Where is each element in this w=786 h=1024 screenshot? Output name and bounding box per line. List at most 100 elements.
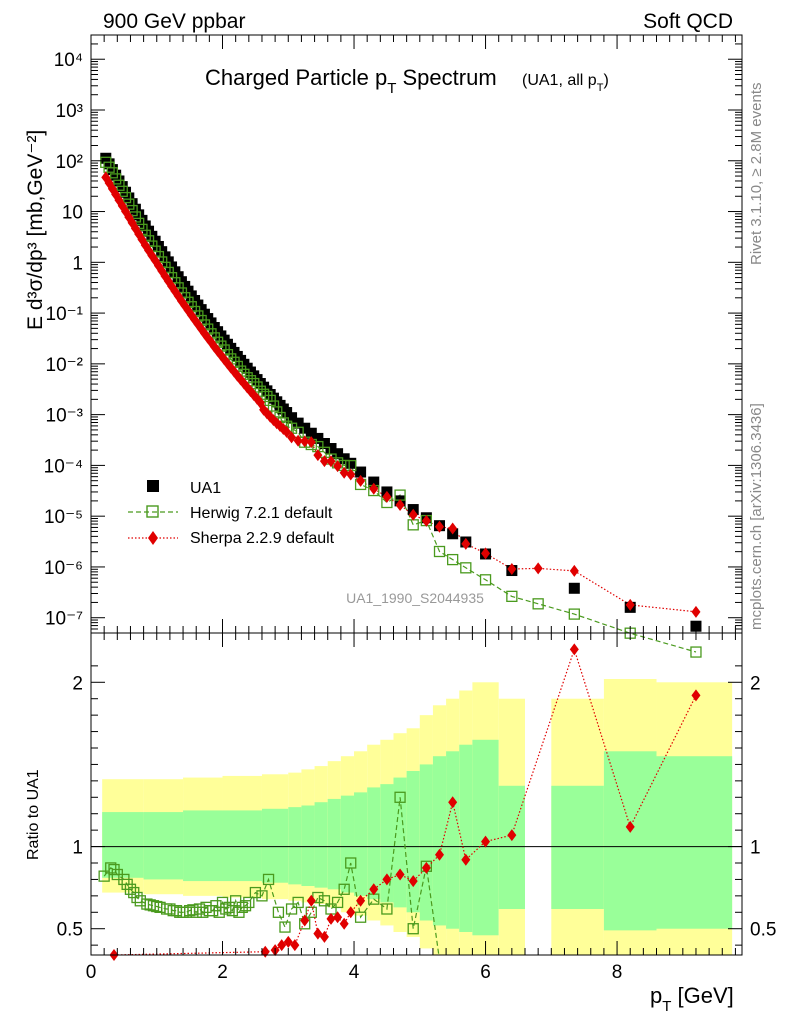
band-1sigma bbox=[498, 785, 525, 909]
y-tick-label: 10⁴ bbox=[54, 50, 83, 71]
ua1-point bbox=[305, 427, 317, 439]
herwig-ratio-point bbox=[105, 862, 117, 874]
herwig-ratio-point bbox=[345, 857, 357, 869]
ratio-y-tick-label-right: 0.5 bbox=[750, 920, 776, 941]
sherpa-ratio-point bbox=[313, 927, 323, 940]
chart-subtitle: (UA1, all pT) bbox=[522, 72, 609, 94]
herwig-ratio-point bbox=[285, 903, 298, 915]
herwig-point bbox=[110, 173, 122, 185]
herwig-ratio-point bbox=[305, 906, 317, 918]
x-tick-label: 4 bbox=[349, 962, 360, 983]
herwig-point bbox=[251, 381, 263, 393]
sherpa-ratio-point bbox=[395, 868, 405, 881]
herwig-ratio-point bbox=[338, 883, 350, 895]
sherpa-point bbox=[306, 436, 316, 449]
herwig-ratio-point bbox=[220, 903, 232, 915]
band-1sigma bbox=[380, 784, 394, 903]
sherpa-point bbox=[287, 431, 297, 444]
herwig-ratio-point bbox=[381, 903, 393, 915]
herwig-point bbox=[460, 562, 472, 574]
sherpa-ratio-point bbox=[448, 796, 458, 809]
sherpa-point bbox=[481, 547, 491, 560]
ua1-point bbox=[355, 466, 367, 478]
sherpa-point bbox=[369, 482, 379, 495]
legend-herwig-marker bbox=[146, 505, 159, 518]
chart-title: Charged Particle pT Spectrum bbox=[205, 65, 497, 97]
ua1-point bbox=[129, 203, 141, 215]
ua1-point bbox=[113, 175, 125, 187]
ua1-point bbox=[368, 476, 380, 488]
y-tick-label: 10⁻⁵ bbox=[44, 507, 83, 528]
ua1-point bbox=[292, 417, 304, 429]
band-1sigma bbox=[603, 751, 657, 931]
ua1-point bbox=[312, 432, 324, 444]
y-tick-label: 10² bbox=[56, 152, 83, 173]
sherpa-ratio-point bbox=[306, 894, 316, 907]
sherpa-point bbox=[382, 490, 392, 503]
sherpa-ratio-point bbox=[507, 829, 517, 842]
y-tick-label: 1 bbox=[72, 253, 83, 274]
herwig-ratio-point bbox=[124, 883, 137, 895]
y-tick-label: 10⁻³ bbox=[46, 406, 84, 427]
band-1sigma bbox=[327, 798, 341, 890]
sherpa-ratio-point bbox=[356, 894, 366, 907]
uncertainty-bands bbox=[102, 679, 733, 955]
legend-ua1-label: UA1 bbox=[190, 480, 221, 497]
sherpa-point bbox=[333, 460, 343, 473]
herwig-point bbox=[690, 646, 702, 658]
band-1sigma bbox=[301, 805, 315, 886]
sherpa-point bbox=[625, 598, 635, 611]
band-1sigma bbox=[406, 771, 420, 913]
herwig-point bbox=[264, 394, 276, 407]
ua1-point bbox=[123, 192, 135, 204]
sherpa-ratio-point bbox=[382, 873, 392, 886]
legend: UA1 Herwig 7.2.1 default Sherpa 2.2.9 de… bbox=[128, 480, 335, 547]
main-panel: 10⁴ 10³ 10² 10 1 10⁻¹ 10⁻² 10⁻³ 10⁻⁴ 10⁻⁵ 10⁻⁶ 10⁻⁷ bbox=[44, 34, 743, 658]
sherpa-ratio-point bbox=[333, 911, 343, 924]
sherpa-point bbox=[313, 449, 323, 462]
sherpa-ratio-point bbox=[290, 939, 300, 952]
legend-sherpa-label: Sherpa 2.2.9 default bbox=[190, 530, 335, 547]
band-1sigma bbox=[459, 744, 473, 932]
y-tick-label: 10⁻⁴ bbox=[44, 456, 83, 477]
herwig-ratio-point bbox=[98, 870, 110, 882]
herwig-ratio-point bbox=[394, 791, 406, 803]
ua1-point bbox=[136, 214, 148, 226]
sherpa-point bbox=[533, 562, 543, 575]
ua1-point bbox=[110, 169, 122, 181]
sherpa-ratio-point bbox=[326, 912, 336, 925]
herwig-ratio-point bbox=[279, 921, 291, 933]
sherpa-point bbox=[326, 455, 336, 468]
sherpa-ratio-point bbox=[625, 820, 635, 833]
herwig-ratio-point bbox=[331, 896, 344, 909]
sherpa-ratio-point bbox=[569, 643, 579, 656]
band-1sigma bbox=[222, 810, 262, 882]
legend-herwig-label: Herwig 7.2.1 default bbox=[190, 505, 333, 522]
sherpa-point bbox=[691, 605, 701, 618]
band-1sigma bbox=[183, 810, 223, 882]
herwig-point bbox=[532, 598, 544, 610]
ratio-y-tick-label: 0.5 bbox=[57, 920, 83, 941]
ratio-frame bbox=[90, 632, 743, 956]
sherpa-point bbox=[395, 498, 405, 511]
sherpa-ratio-point bbox=[369, 883, 379, 896]
ua1-point bbox=[318, 437, 330, 449]
ua1-point bbox=[126, 198, 138, 210]
sherpa-ratio-point bbox=[339, 917, 349, 930]
herwig-ratio-point bbox=[147, 900, 160, 912]
band-1sigma bbox=[367, 787, 381, 900]
herwig-ratio-point bbox=[292, 896, 304, 909]
herwig-point bbox=[433, 545, 446, 558]
y-tick-label: 10⁻² bbox=[46, 355, 84, 376]
herwig-ratio-point bbox=[262, 873, 275, 886]
ua1-point bbox=[100, 152, 112, 164]
ua1-point bbox=[299, 422, 311, 434]
ratio-y-label: Ratio to UA1 bbox=[25, 769, 42, 860]
sherpa-point bbox=[346, 468, 356, 481]
herwig-point bbox=[407, 519, 419, 531]
y-tick-label: 10⁻⁷ bbox=[45, 609, 83, 630]
herwig-line bbox=[105, 161, 697, 653]
herwig-point bbox=[568, 608, 580, 620]
sherpa-ratio-point bbox=[283, 935, 293, 948]
header-left: 900 GeV ppbar bbox=[103, 10, 245, 33]
